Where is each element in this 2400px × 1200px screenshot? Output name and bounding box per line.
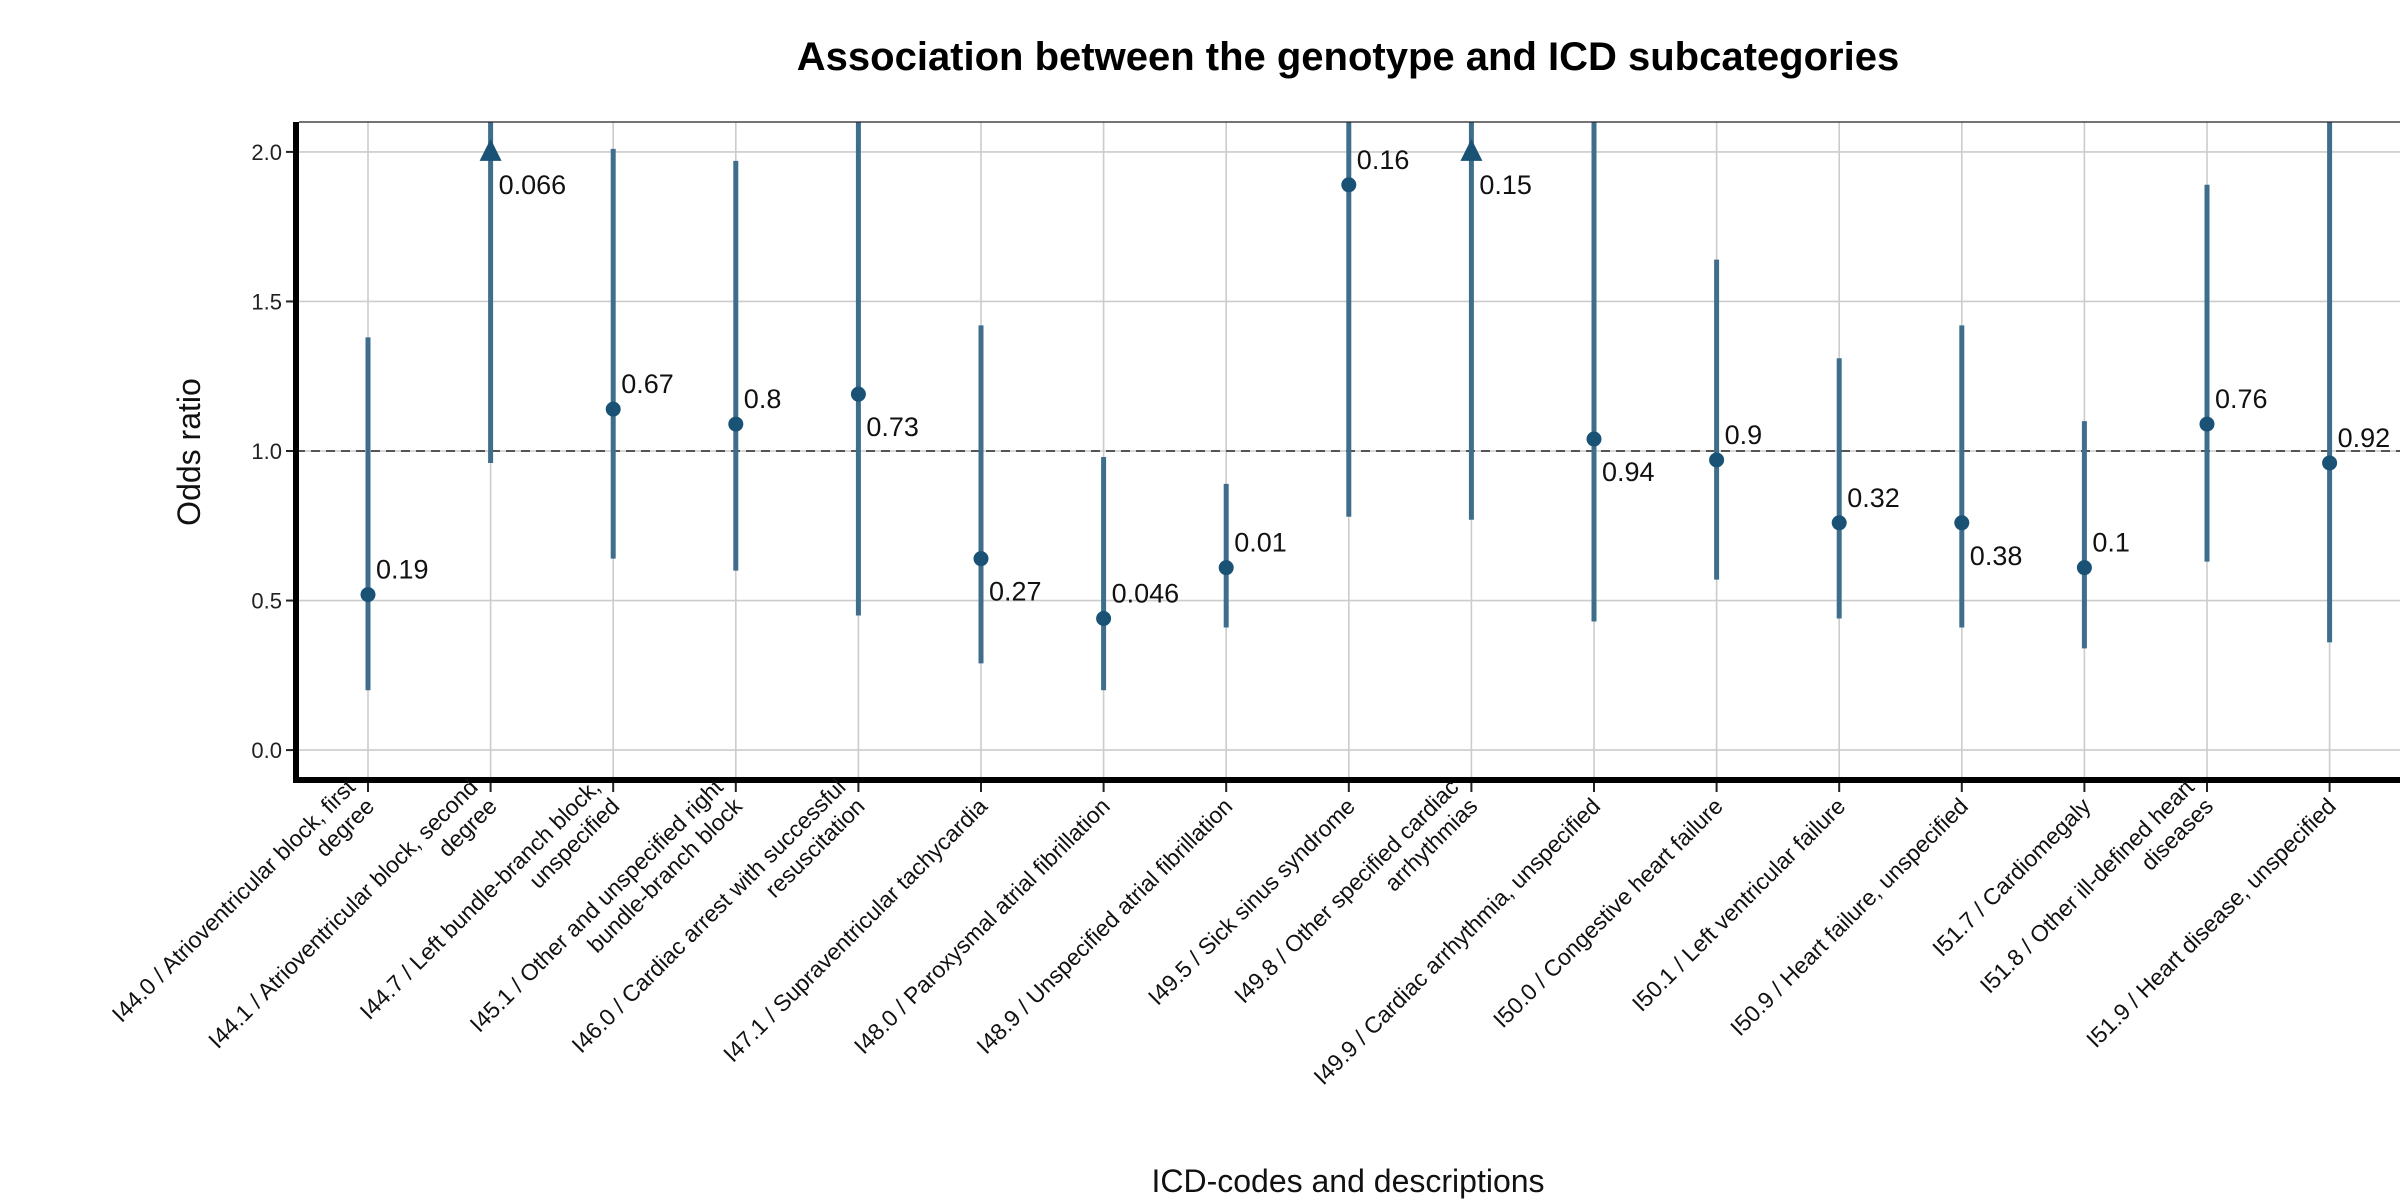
point-marker <box>1954 515 1970 531</box>
p-value-label: 0.15 <box>1479 170 1532 200</box>
p-value-label: 0.94 <box>1602 457 1655 487</box>
x-axis-ticks: I44.0 / Atrioventricular block, firstdeg… <box>107 773 2341 1089</box>
y-tick-label: 1.0 <box>251 439 282 464</box>
point-marker <box>2322 455 2338 471</box>
x-tick-label: I48.0 / Paroxysmal atrial fibrillation <box>849 793 1115 1059</box>
point-marker <box>850 386 866 402</box>
point-marker <box>1586 431 1602 447</box>
x-tick-label-line: I48.0 / Paroxysmal atrial fibrillation <box>849 793 1115 1059</box>
p-value-label: 0.9 <box>1725 420 1763 450</box>
p-value-label: 0.01 <box>1234 528 1287 558</box>
point-marker <box>2076 560 2092 576</box>
point-marker <box>1831 515 1847 531</box>
point-marker <box>1341 177 1357 193</box>
point-marker <box>605 401 621 417</box>
point-marker <box>360 587 376 603</box>
p-value-label: 0.73 <box>866 412 919 442</box>
p-value-label: 0.92 <box>2338 423 2391 453</box>
p-value-label: 0.67 <box>621 369 674 399</box>
x-tick-label-line: I50.1 / Left ventricular failure <box>1627 793 1851 1017</box>
x-tick-label-line: I44.0 / Atrioventricular block, first <box>107 773 361 1027</box>
point-marker <box>973 551 989 567</box>
p-value-label: 0.27 <box>989 577 1042 607</box>
x-tick-label-line: I50.0 / Congestive heart failure <box>1488 793 1728 1033</box>
y-axis-title: Odds ratio <box>171 378 207 526</box>
p-value-label: 0.32 <box>1847 483 1900 513</box>
p-value-labels: 0.19 0.066 0.67 0.8 0.73 0.27 0.046 0.01 0.16 0.1… <box>376 145 2390 609</box>
point-marker <box>1709 452 1725 468</box>
chart-title: Association between the genotype and ICD… <box>797 35 1899 79</box>
y-axis-ticks: 0.0 0.5 1.0 1.5 2.0 <box>251 140 293 763</box>
confidence-intervals <box>365 122 2333 691</box>
point-marker <box>1218 560 1234 576</box>
point-marker-triangle <box>479 138 502 161</box>
x-tick-label: I50.1 / Left ventricular failure <box>1627 793 1851 1017</box>
y-tick-label: 2.0 <box>251 140 282 165</box>
x-tick-label: I48.9 / Unspecified atrial fibrillation <box>971 793 1237 1059</box>
p-value-label: 0.16 <box>1357 145 1410 175</box>
p-value-label: 0.046 <box>1112 578 1180 608</box>
p-value-label: 0.76 <box>2215 384 2268 414</box>
point-marker <box>1096 610 1112 626</box>
y-tick-label: 1.5 <box>251 289 282 314</box>
x-tick-label-line: I50.9 / Heart failure, unspecified <box>1725 793 1973 1041</box>
x-tick-label: I50.9 / Heart failure, unspecified <box>1725 793 1973 1041</box>
point-marker <box>2199 416 2215 432</box>
x-tick-label: I47.1 / Supraventricular tachycardia <box>718 793 992 1067</box>
point-marker-triangle <box>1460 138 1483 161</box>
y-tick-label: 0.5 <box>251 589 282 614</box>
p-value-label: 0.19 <box>376 555 429 585</box>
p-value-label: 0.066 <box>499 170 567 200</box>
x-tick-label: I50.0 / Congestive heart failure <box>1488 793 1728 1033</box>
odds-ratio-points <box>360 138 2338 626</box>
point-marker <box>728 416 744 432</box>
x-axis-title: ICD-codes and descriptions <box>1151 1163 1544 1199</box>
p-value-label: 0.1 <box>2092 528 2130 558</box>
x-tick-label-line: I51.9 / Heart disease, unspecified <box>2081 793 2341 1053</box>
x-tick-label-line: I48.9 / Unspecified atrial fibrillation <box>971 793 1237 1059</box>
x-tick-label: I51.9 / Heart disease, unspecified <box>2081 793 2341 1053</box>
x-tick-label-line: I47.1 / Supraventricular tachycardia <box>718 793 992 1067</box>
axes <box>293 121 2400 783</box>
y-tick-label: 0.0 <box>251 738 282 763</box>
p-value-label: 0.38 <box>1970 541 2023 571</box>
p-value-label: 0.8 <box>744 384 782 414</box>
